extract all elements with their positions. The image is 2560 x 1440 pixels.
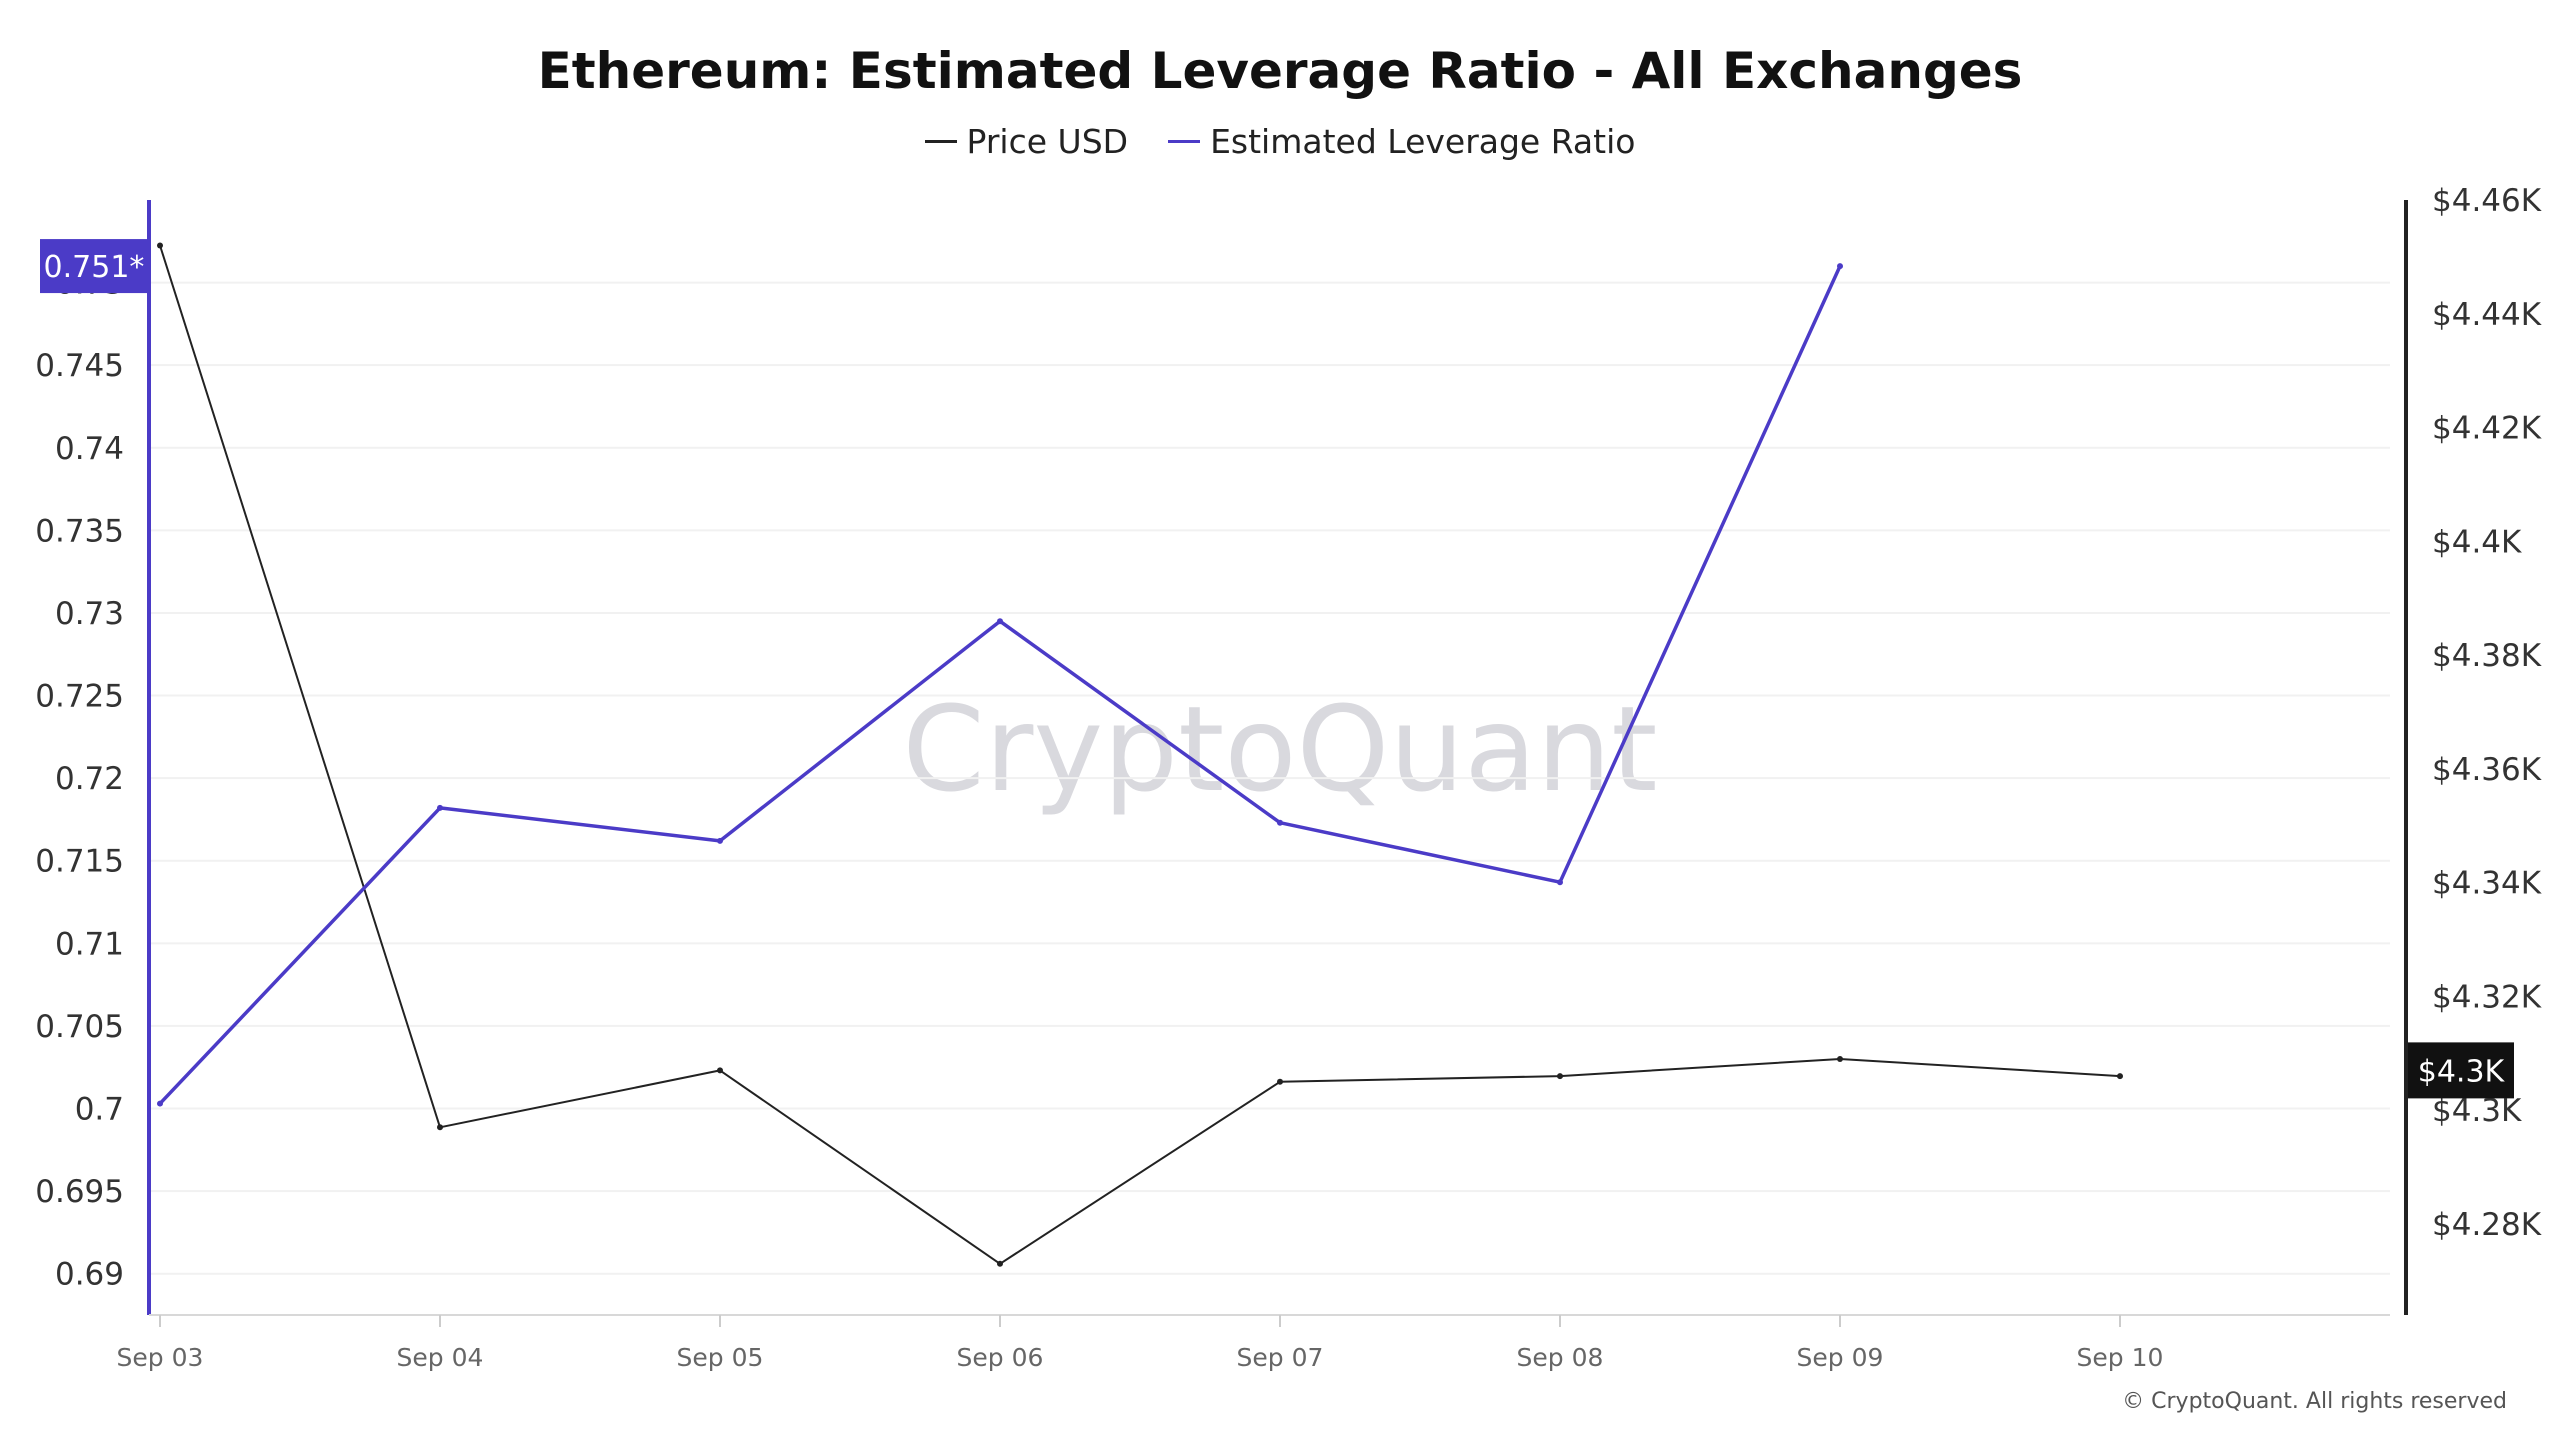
series-layer bbox=[157, 242, 2123, 1267]
right-tick-label: $4.42K bbox=[2432, 411, 2542, 447]
left-tick-label: 0.695 bbox=[35, 1174, 124, 1210]
price-point[interactable] bbox=[1277, 1078, 1283, 1085]
left-tick-label: 0.725 bbox=[35, 679, 124, 715]
price-point[interactable] bbox=[437, 1124, 443, 1131]
price-point[interactable] bbox=[1557, 1073, 1563, 1080]
leverage-point[interactable] bbox=[717, 837, 723, 844]
right-tick-label: $4.46K bbox=[2432, 183, 2542, 219]
right-tick-label: $4.28K bbox=[2432, 1207, 2542, 1243]
x-tick-label: Sep 04 bbox=[397, 1343, 484, 1372]
leverage-point[interactable] bbox=[437, 804, 443, 811]
price-usd-line[interactable] bbox=[159, 245, 2121, 1265]
left-value-badge-text: 0.751* bbox=[44, 250, 145, 285]
right-value-badge bbox=[2408, 1042, 2514, 1099]
legend-item-price[interactable]: Price USD bbox=[924, 122, 1129, 161]
legend-swatch-leverage bbox=[1168, 140, 1201, 143]
left-axis-ticks: 0.69 0.695 0.7 0.705 0.71 0.715 0.72 0.725 0.73 0… bbox=[35, 266, 124, 1293]
left-tick-label: 0.7 bbox=[75, 1092, 124, 1128]
watermark-logo: CryptoQuant bbox=[902, 680, 1657, 818]
legend-label-price: Price USD bbox=[966, 122, 1129, 161]
left-tick-label: 0.735 bbox=[35, 513, 124, 549]
right-tick-label: $4.34K bbox=[2432, 866, 2542, 902]
x-tick-label: Sep 07 bbox=[1237, 1343, 1324, 1372]
left-tick-label: 0.745 bbox=[35, 348, 124, 384]
right-axis-ticks: $4.28K $4.3K $4.32K $4.34K $4.36K $4.38K $4.4K… bbox=[2432, 183, 2542, 1243]
price-point[interactable] bbox=[2117, 1073, 2123, 1080]
left-tick-label: 0.72 bbox=[55, 761, 124, 797]
legend-swatch-price bbox=[924, 140, 957, 143]
price-point[interactable] bbox=[157, 242, 163, 249]
gridlines bbox=[149, 281, 2390, 1275]
right-tick-label: $4.38K bbox=[2432, 638, 2542, 674]
leverage-point[interactable] bbox=[1557, 879, 1563, 886]
leverage-point[interactable] bbox=[157, 1100, 163, 1107]
price-point[interactable] bbox=[997, 1260, 1003, 1267]
right-tick-label: $4.3K bbox=[2432, 1093, 2522, 1129]
chart-title: Ethereum: Estimated Leverage Ratio - All… bbox=[537, 42, 2023, 100]
right-tick-label: $4.32K bbox=[2432, 979, 2542, 1015]
legend-label-leverage: Estimated Leverage Ratio bbox=[1210, 122, 1636, 161]
left-tick-label: 0.74 bbox=[55, 431, 124, 467]
left-tick-label: 0.705 bbox=[35, 1009, 124, 1045]
x-tick-label: Sep 09 bbox=[1797, 1343, 1884, 1372]
leverage-point[interactable] bbox=[1837, 263, 1843, 270]
copyright-text: © CryptoQuant. All rights reserved bbox=[2122, 1389, 2507, 1414]
leverage-point[interactable] bbox=[1277, 819, 1283, 826]
x-tick-label: Sep 10 bbox=[2077, 1343, 2164, 1372]
legend: Price USD Estimated Leverage Ratio bbox=[0, 122, 2560, 161]
value-badges: 0.751* $4.3K bbox=[40, 239, 2514, 1099]
x-axis-ticks: Sep 03 Sep 04 Sep 05 Sep 06 Sep 07 Sep 08 Sep … bbox=[117, 1315, 2164, 1372]
legend-item-leverage[interactable]: Estimated Leverage Ratio bbox=[1168, 122, 1635, 161]
leverage-point[interactable] bbox=[997, 618, 1003, 625]
right-tick-label: $4.44K bbox=[2432, 297, 2542, 333]
right-tick-label: $4.4K bbox=[2432, 524, 2522, 560]
left-value-badge bbox=[40, 239, 148, 294]
left-tick-label: 0.715 bbox=[35, 844, 124, 880]
price-point[interactable] bbox=[717, 1067, 723, 1074]
right-tick-label: $4.36K bbox=[2432, 752, 2542, 788]
right-value-badge-text: $4.3K bbox=[2418, 1054, 2506, 1089]
left-tick-label: 0.71 bbox=[55, 926, 124, 962]
price-point[interactable] bbox=[1837, 1056, 1843, 1063]
x-tick-label: Sep 06 bbox=[957, 1343, 1044, 1372]
left-tick-label: 0.73 bbox=[55, 596, 124, 632]
x-tick-label: Sep 03 bbox=[117, 1343, 204, 1372]
x-tick-label: Sep 05 bbox=[677, 1343, 764, 1372]
left-tick-label: 0.69 bbox=[55, 1257, 124, 1293]
x-tick-label: Sep 08 bbox=[1517, 1343, 1604, 1372]
